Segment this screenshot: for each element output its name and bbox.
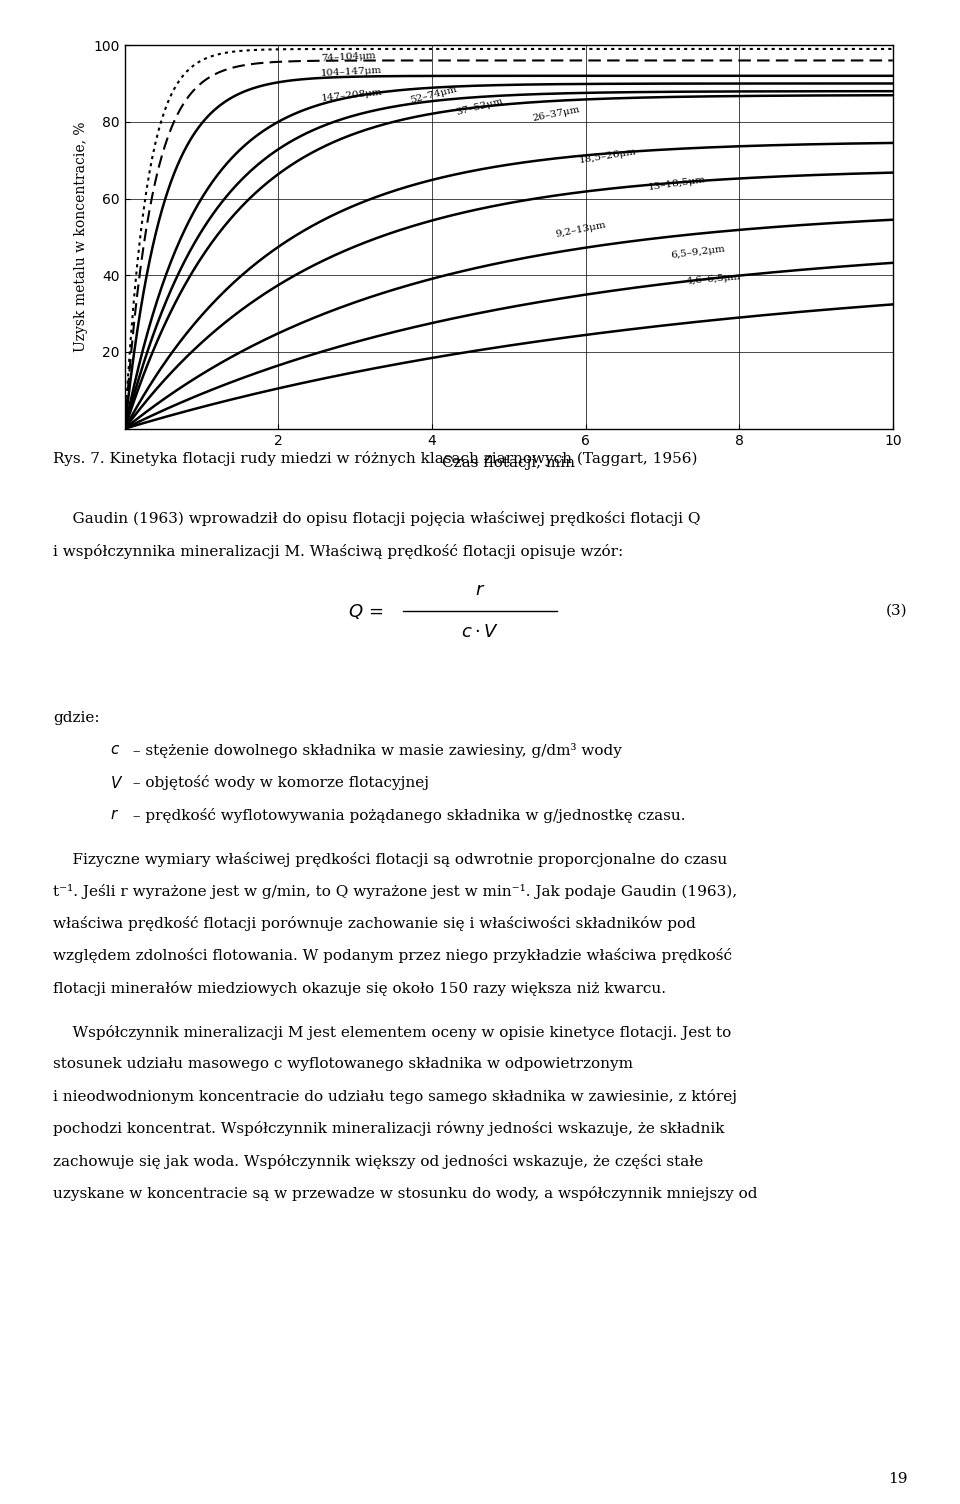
Text: $c$: $c$: [110, 743, 121, 757]
Text: 6,5–9,2μm: 6,5–9,2μm: [670, 245, 726, 260]
Text: 13–18,5μm: 13–18,5μm: [647, 174, 706, 191]
Text: – stężenie dowolnego składnika w masie zawiesiny, g/dm³ wody: – stężenie dowolnego składnika w masie z…: [128, 743, 621, 758]
Text: gdzie:: gdzie:: [53, 711, 100, 725]
Text: 104–147μm: 104–147μm: [321, 66, 382, 78]
Text: zachowuje się jak woda. Współczynnik większy od jedności wskazuje, że części sta: zachowuje się jak woda. Współczynnik wię…: [53, 1154, 703, 1169]
Text: $r$: $r$: [110, 808, 119, 821]
Text: 37–52μm: 37–52μm: [455, 96, 504, 117]
Text: 147–208μm: 147–208μm: [321, 87, 383, 102]
Text: 9,2–13μm: 9,2–13μm: [555, 220, 607, 239]
Text: flotacji minerałów miedziowych okazuje się około 150 razy większa niż kwarcu.: flotacji minerałów miedziowych okazuje s…: [53, 981, 666, 996]
Text: właściwa prędkość flotacji porównuje zachowanie się i właściwości składników pod: właściwa prędkość flotacji porównuje zac…: [53, 916, 696, 931]
Text: (3): (3): [885, 605, 907, 618]
Text: $Q\,=$: $Q\,=$: [348, 602, 384, 621]
Text: Gaudin (1963) wprowadził do opisu flotacji pojęcia właściwej prędkości flotacji : Gaudin (1963) wprowadził do opisu flotac…: [53, 511, 700, 526]
Text: 52–74μm: 52–74μm: [409, 84, 458, 105]
Text: 18,5–26μm: 18,5–26μm: [578, 147, 636, 165]
Y-axis label: Uzysk metalu w koncentracie, %: Uzysk metalu w koncentracie, %: [74, 122, 88, 352]
Text: stosunek udziału masowego c wyflotowanego składnika w odpowietrzonym: stosunek udziału masowego c wyflotowaneg…: [53, 1057, 633, 1071]
Text: 74–104μm: 74–104μm: [321, 51, 376, 63]
X-axis label: Czas flotacji, min: Czas flotacji, min: [443, 456, 575, 469]
Text: – prędkość wyflotowywania pożądanego składnika w g/jednostkę czasu.: – prędkość wyflotowywania pożądanego skł…: [128, 808, 685, 823]
Text: Fizyczne wymiary właściwej prędkości flotacji są odwrotnie proporcjonalne do cza: Fizyczne wymiary właściwej prędkości flo…: [53, 851, 727, 866]
Text: 26–37μm: 26–37μm: [532, 105, 581, 123]
Text: $r$: $r$: [475, 581, 485, 599]
Text: – objętość wody w komorze flotacyjnej: – objętość wody w komorze flotacyjnej: [128, 775, 429, 790]
Text: pochodzi koncentrat. Współczynnik mineralizacji równy jedności wskazuje, że skła: pochodzi koncentrat. Współczynnik minera…: [53, 1122, 724, 1137]
Text: Współczynnik mineralizacji M jest elementem oceny w opisie kinetyce flotacji. Je: Współczynnik mineralizacji M jest elemen…: [53, 1024, 732, 1039]
Text: uzyskane w koncentracie są w przewadze w stosunku do wody, a współczynnik mniejs: uzyskane w koncentracie są w przewadze w…: [53, 1185, 757, 1200]
Text: i nieodwodnionym koncentracie do udziału tego samego składnika w zawiesinie, z k: i nieodwodnionym koncentracie do udziału…: [53, 1089, 737, 1104]
Text: i współczynnika mineralizacji M. Właściwą prędkość flotacji opisuje wzór:: i współczynnika mineralizacji M. Właściw…: [53, 543, 623, 558]
Text: $V$: $V$: [110, 775, 124, 791]
Text: $c\cdot V$: $c\cdot V$: [461, 623, 499, 641]
Text: 4,6–6,5μm: 4,6–6,5μm: [685, 272, 741, 286]
Text: względem zdolności flotowania. W podanym przez niego przykładzie właściwa prędko: względem zdolności flotowania. W podanym…: [53, 949, 732, 963]
Text: t⁻¹. Jeśli r wyrażone jest w g/min, to Q wyrażone jest w min⁻¹. Jak podaje Gaudi: t⁻¹. Jeśli r wyrażone jest w g/min, to Q…: [53, 884, 737, 899]
Text: 19: 19: [888, 1472, 907, 1486]
Text: Rys. 7. Kinetyka flotacji rudy miedzi w różnych klasach ziarnowych (Taggart, 195: Rys. 7. Kinetyka flotacji rudy miedzi w …: [53, 451, 697, 466]
